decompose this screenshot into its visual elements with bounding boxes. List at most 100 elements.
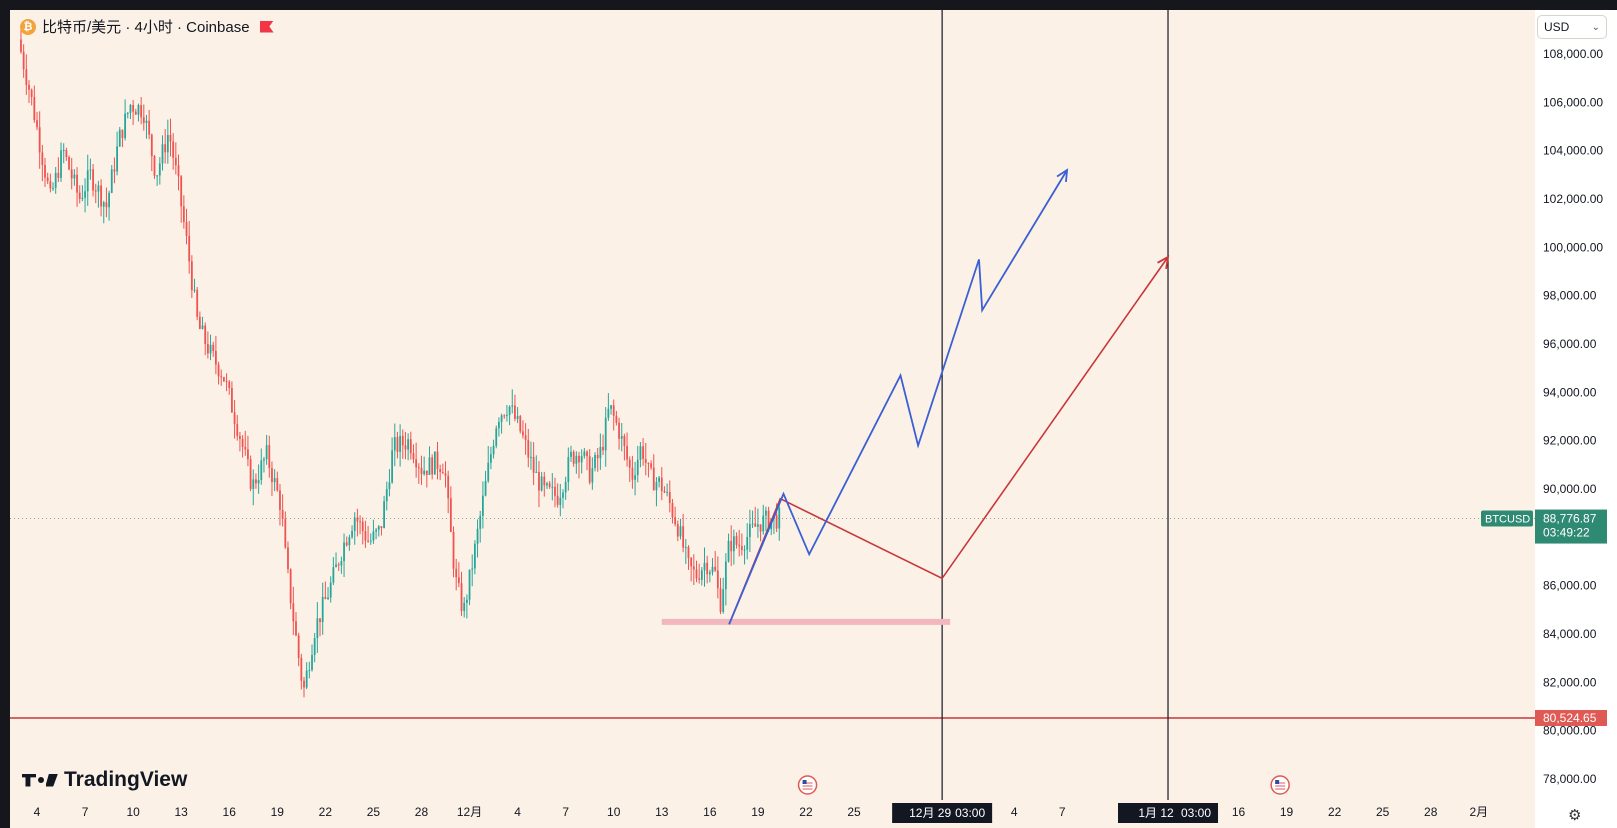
candle-body — [527, 440, 530, 458]
candle-body — [28, 84, 30, 90]
time-axis[interactable] — [10, 800, 1535, 828]
candle-body — [628, 459, 631, 468]
candle-body — [767, 510, 770, 530]
x-tick-label: 25 — [1376, 805, 1390, 819]
candle-body — [674, 517, 677, 525]
projection-blue-path[interactable] — [728, 169, 1068, 625]
candle-body — [602, 446, 604, 451]
candle-body — [158, 163, 161, 176]
x-tick-label: 13 — [175, 805, 189, 819]
candle-body — [182, 206, 185, 222]
candle-body — [620, 436, 623, 439]
candle-body — [660, 477, 663, 491]
candle-body — [265, 445, 268, 460]
candle-body — [153, 156, 156, 176]
plot-area[interactable] — [10, 10, 1535, 800]
candle-body — [110, 169, 113, 193]
gear-icon[interactable]: ⚙ — [1568, 807, 1582, 824]
candle-body — [180, 176, 183, 207]
candle-body — [44, 164, 46, 178]
window-frame-top — [0, 0, 1617, 10]
candle-body — [441, 472, 444, 474]
candle-body — [754, 523, 757, 527]
flag-icon[interactable] — [259, 20, 274, 33]
window-frame-left — [0, 0, 10, 828]
candle-body — [118, 129, 121, 147]
candle-body — [204, 325, 207, 344]
candle-body — [116, 146, 118, 172]
candle-body — [209, 344, 212, 354]
candle-body — [161, 144, 164, 164]
candle-body — [332, 567, 335, 583]
candle-body — [452, 531, 455, 569]
candle-body — [97, 185, 100, 192]
candle-body — [287, 547, 289, 570]
candle-body — [263, 459, 265, 461]
candle-body — [473, 543, 476, 569]
candle-body — [212, 344, 215, 352]
candle-body — [626, 445, 628, 460]
candle-body — [540, 476, 543, 491]
candle-body — [335, 564, 337, 568]
candle-body — [516, 416, 519, 419]
x-tick-label: 2月 — [1469, 805, 1488, 819]
candle-body — [121, 129, 124, 139]
tradingview-mark-icon — [22, 773, 58, 787]
candle-body — [73, 174, 76, 179]
candle-body — [324, 596, 327, 599]
x-tick-label: 4 — [34, 805, 41, 819]
x-tick-label: 16 — [1232, 805, 1246, 819]
candle-body — [81, 197, 84, 199]
candle-body — [60, 150, 62, 178]
candle-body — [70, 169, 73, 179]
candle-body — [439, 469, 442, 473]
y-tick-label: 98,000.00 — [1543, 289, 1597, 303]
y-tick-label: 80,000.00 — [1543, 724, 1597, 738]
candle-body — [401, 435, 404, 446]
tradingview-logo[interactable]: TradingView — [22, 768, 187, 792]
chevron-down-icon: ⌄ — [1591, 21, 1600, 33]
candle-body — [140, 105, 143, 118]
price-axis[interactable] — [1535, 10, 1617, 828]
symbol-legend[interactable]: ₿ 比特币/美元 · 4小时 · Coinbase — [20, 16, 274, 37]
candle-body — [393, 437, 396, 451]
candle-body — [214, 351, 217, 365]
us-flag-icon[interactable] — [1270, 775, 1290, 795]
candle-body — [303, 680, 305, 688]
candle-body — [244, 446, 247, 450]
candle-body — [327, 597, 329, 599]
candle-body — [746, 537, 749, 550]
candle-body — [201, 325, 204, 329]
us-flag-icon[interactable] — [797, 775, 818, 795]
candle-body — [319, 618, 321, 623]
candle-body — [20, 39, 22, 52]
candle-body — [610, 405, 612, 409]
candle-body — [417, 467, 420, 469]
candle-body — [415, 459, 418, 468]
x-tick-label: 22 — [319, 805, 333, 819]
candle-body — [137, 105, 140, 115]
candle-body — [198, 316, 201, 329]
y-tick-label: 78,000.00 — [1543, 772, 1597, 786]
candle-body — [687, 547, 690, 558]
candle-body — [78, 192, 81, 199]
candle-body — [84, 191, 86, 198]
candle-body — [105, 202, 108, 208]
candle-body — [511, 405, 514, 407]
candle-body — [348, 537, 351, 546]
current-price-countdown: 03:49:22 — [1543, 526, 1590, 540]
currency-selector[interactable]: USD ⌄ — [1537, 15, 1607, 39]
candle-body — [193, 289, 196, 291]
candle-body — [247, 449, 249, 460]
candle-body — [364, 531, 367, 541]
candle-body — [22, 51, 25, 70]
flag-canton — [802, 780, 807, 784]
candle-body — [38, 127, 41, 153]
candle-body — [500, 415, 503, 423]
y-tick-label: 104,000.00 — [1543, 144, 1603, 158]
candle-body — [580, 456, 583, 463]
candle-body — [465, 599, 468, 603]
currency-value: USD — [1544, 20, 1570, 34]
candle-body — [428, 457, 431, 475]
